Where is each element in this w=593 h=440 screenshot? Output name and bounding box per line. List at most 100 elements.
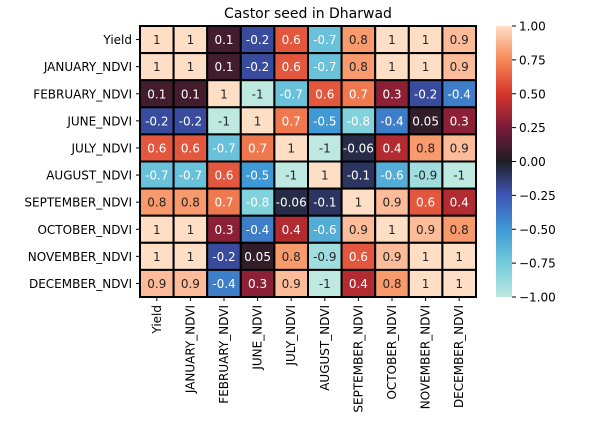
- cell-value-label: -0.06: [276, 196, 307, 210]
- cell-value-label: -0.2: [414, 87, 437, 101]
- cell-value-label: 1: [321, 169, 329, 183]
- heatmap-cell: [441, 79, 477, 109]
- cell-value-label: -0.8: [246, 196, 269, 210]
- cell-value-label: -0.1: [313, 196, 336, 210]
- colorbar-ticks: 1.00 0.75 0.50 0.25 0.00 −0.25 −0.50 −0.75 −1.00: [512, 20, 556, 305]
- heatmap-cell: [307, 133, 343, 163]
- cell-value-label: 0.8: [349, 60, 368, 74]
- cell-value-label: 0.9: [349, 223, 368, 237]
- cell-value-label: 0.1: [214, 33, 233, 47]
- heatmap-cell-labels: 1 1 0.1 -0.2 0.6 -0.7 0.8 1 1 0.9 1 1 0.1 -0.2 0.6 -0.7…: [145, 33, 471, 291]
- cell-value-label: -0.9: [414, 169, 437, 183]
- heatmap-cell: [239, 160, 276, 190]
- cell-value-label: 0.6: [315, 87, 334, 101]
- heatmap-cell: [172, 241, 209, 271]
- cell-value-label: 1: [187, 223, 195, 237]
- cell-value-label: 1: [254, 114, 262, 128]
- cell-value-label: 0.6: [147, 141, 166, 155]
- cell-value-label: -0.2: [212, 250, 235, 264]
- colorbar: [496, 26, 512, 297]
- heatmap-cell: [307, 268, 343, 298]
- cell-value-label: 1: [422, 277, 430, 291]
- cell-value-label: -0.7: [279, 87, 302, 101]
- cell-value-label: 1: [455, 250, 463, 264]
- cell-value-label: 0.7: [349, 87, 368, 101]
- cell-value-label: 1: [388, 60, 396, 74]
- cell-value-label: -0.4: [246, 223, 269, 237]
- heatmap-cell: [340, 79, 377, 109]
- cell-value-label: 0.3: [450, 114, 469, 128]
- cell-value-label: 0.6: [282, 33, 301, 47]
- cell-value-label: 1: [220, 87, 228, 101]
- row-tick-labels: Yield JANUARY_NDVI FEBRUARY_NDVI JUNE_NDVI J…: [24, 33, 140, 291]
- heatmap-cell: [239, 214, 276, 244]
- column-label: JUNE_NDVI: [251, 305, 265, 371]
- cell-value-label: -0.1: [347, 169, 370, 183]
- colorbar-tick-label: 0.00: [519, 155, 546, 169]
- heatmap-cell: [441, 268, 477, 298]
- cell-value-label: 1: [187, 33, 195, 47]
- cell-value-label: 1: [153, 33, 161, 47]
- colorbar-tick-label: 0.25: [519, 121, 546, 135]
- cell-value-label: 0.6: [349, 250, 368, 264]
- cell-value-label: 0.3: [248, 277, 267, 291]
- cell-value-label: 0.1: [181, 87, 200, 101]
- colorbar-tick-label: −0.75: [519, 257, 556, 271]
- cell-value-label: -0.8: [347, 114, 370, 128]
- cell-value-label: -0.2: [179, 114, 202, 128]
- heatmap-cell: [340, 214, 377, 244]
- cell-value-label: -0.06: [343, 141, 374, 155]
- cell-value-label: -1: [285, 169, 297, 183]
- cell-value-label: -0.6: [380, 169, 403, 183]
- cell-value-label: 1: [388, 223, 396, 237]
- cell-value-label: 0.8: [349, 33, 368, 47]
- cell-value-label: -0.4: [447, 87, 470, 101]
- cell-value-label: 0.7: [214, 196, 233, 210]
- cell-value-label: 0.9: [282, 277, 301, 291]
- cell-value-label: -0.7: [145, 169, 168, 183]
- cell-value-label: 0.8: [450, 223, 469, 237]
- colorbar-tick-label: −0.50: [519, 223, 556, 237]
- cell-value-label: -1: [252, 87, 264, 101]
- cell-value-label: 1: [422, 33, 430, 47]
- heatmap-cell: [441, 214, 477, 244]
- heatmap-cell: [407, 52, 444, 82]
- row-label: Yield: [102, 33, 132, 47]
- cell-value-label: -0.7: [313, 60, 336, 74]
- cell-value-label: 0.8: [147, 196, 166, 210]
- heatmap-cell: [441, 52, 477, 82]
- cell-value-label: 1: [187, 60, 195, 74]
- cell-value-label: -1: [218, 114, 230, 128]
- cell-value-label: 1: [355, 196, 363, 210]
- cell-value-label: 0.8: [181, 196, 200, 210]
- cell-value-label: 1: [153, 223, 161, 237]
- cell-value-label: -0.4: [212, 277, 235, 291]
- cell-value-label: -0.7: [313, 33, 336, 47]
- cell-value-label: 0.9: [416, 223, 435, 237]
- colorbar-tick-label: 1.00: [519, 20, 546, 34]
- cell-value-label: -1: [319, 141, 331, 155]
- heatmap-cell: [206, 79, 242, 109]
- column-label: JANUARY_NDVI: [183, 305, 197, 394]
- row-label: SEPTEMBER_NDVI: [24, 196, 132, 210]
- cell-value-label: 0.05: [412, 114, 439, 128]
- cell-value-label: 0.8: [282, 250, 301, 264]
- cell-value-label: -0.4: [380, 114, 403, 128]
- heatmap-cell: [374, 133, 410, 163]
- cell-value-label: 1: [153, 60, 161, 74]
- cell-value-label: 0.05: [244, 250, 271, 264]
- row-label: NOVEMBER_NDVI: [28, 250, 132, 264]
- cell-value-label: -0.9: [313, 250, 336, 264]
- row-label: FEBRUARY_NDVI: [33, 87, 132, 101]
- column-label: OCTOBER_NDVI: [385, 305, 399, 400]
- cell-value-label: 0.3: [214, 223, 233, 237]
- heatmap-cell: [374, 241, 410, 271]
- cell-value-label: 0.1: [214, 60, 233, 74]
- cell-value-label: 0.8: [416, 141, 435, 155]
- cell-value-label: 1: [388, 33, 396, 47]
- cell-value-label: 0.6: [282, 60, 301, 74]
- heatmap-cell: [139, 187, 175, 217]
- column-label: AUGUST_NDVI: [318, 305, 332, 391]
- heatmap-cell: [374, 187, 410, 217]
